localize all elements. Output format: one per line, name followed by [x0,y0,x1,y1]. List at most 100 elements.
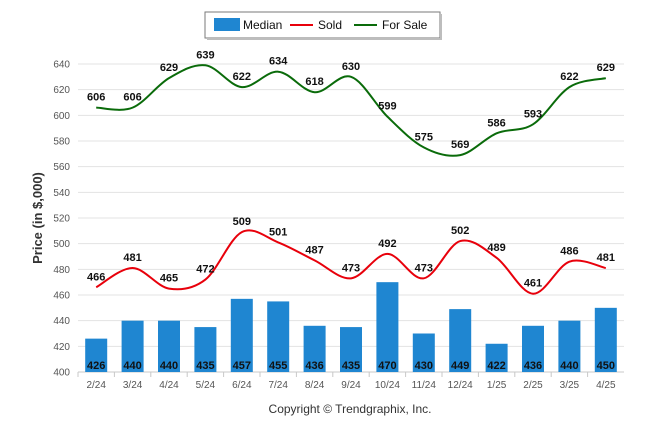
sold-point-label-0: 466 [87,271,105,283]
x-tick-label-6: 8/24 [305,380,325,391]
x-tick-label-7: 9/24 [341,380,361,391]
for-sale-point-label-9: 575 [415,131,433,143]
sold-point-label-11: 489 [487,242,505,254]
for-sale-point-label-6: 618 [305,76,323,88]
y-axis-ticks: 400 420 440 460 480 500 520 540 560 580 600 620 640 [53,60,70,379]
sold-line [95,229,607,295]
for-sale-point-label-2: 629 [160,62,178,74]
median-bar-label-3: 435 [196,360,214,372]
sold-point-label-10: 502 [451,225,469,237]
for-sale-point-label-1: 606 [123,92,141,104]
median-bar-10 [449,309,472,372]
median-bar-label-12: 436 [524,360,542,372]
for-sale-point-label-4: 622 [233,71,251,83]
sold-point-label-8: 492 [378,238,396,250]
median-bar-label-0: 426 [87,360,105,372]
median-bar-label-10: 449 [451,360,469,372]
median-bar-6 [303,325,326,372]
for-sale-point-label-13: 622 [560,71,578,83]
x-tick-label-12: 2/25 [523,380,543,391]
sold-point-label-4: 509 [233,216,251,228]
y-axis-title: Price (in $,000) [30,172,45,264]
copyright-credit: Copyright © Trendgraphix, Inc. [269,402,432,416]
legend: Median Sold For Sale [204,11,442,40]
median-bar-0 [85,338,108,372]
median-bars [85,282,617,372]
sold-point-label-6: 487 [305,244,323,256]
median-bar-label-6: 436 [305,360,323,372]
median-bar-label-2: 440 [160,360,178,372]
x-axis-ticks: 2/24 3/24 4/24 5/24 6/24 7/24 8/24 9/24 10/24 11/… [77,372,616,391]
median-bar-2 [158,320,180,372]
for-sale-point-label-0: 606 [87,92,105,104]
median-bar-1 [121,320,144,372]
legend-shadow-bottom [207,38,442,40]
sold-point-label-3: 472 [196,264,214,276]
x-tick-label-14: 4/25 [596,380,616,391]
for-sale-point-label-5: 634 [269,56,288,68]
y-tick-label-480: 480 [53,265,70,276]
x-tick-label-4: 6/24 [232,380,252,391]
legend-swatch-median [214,18,240,31]
median-bar-5 [267,301,290,372]
sold-point-label-7: 473 [342,262,360,274]
y-tick-label-400: 400 [53,368,70,379]
legend-label-sold: Sold [318,18,342,32]
for-sale-line [96,64,607,157]
median-bar-9 [412,333,435,372]
median-bar-label-9: 430 [415,360,433,372]
y-tick-label-600: 600 [53,111,70,122]
median-bar-label-14: 450 [597,360,615,372]
median-bar-label-13: 440 [560,360,578,372]
sold-point-label-12: 461 [524,278,542,290]
x-tick-label-8: 10/24 [375,380,400,391]
y-tick-label-640: 640 [53,60,70,71]
gridlines [78,63,624,373]
sold-point-label-5: 501 [269,226,287,238]
x-tick-label-0: 2/24 [86,380,106,391]
median-bar-label-7: 435 [342,360,360,372]
x-tick-label-1: 3/24 [123,380,143,391]
sold-point-label-13: 486 [560,246,578,258]
median-bar-label-8: 470 [378,360,396,372]
for-sale-point-label-11: 586 [487,117,505,129]
y-tick-label-520: 520 [53,214,70,225]
data-labels: 426 440 440 435 457 455 436 435 470 430 449 422 436 4… [87,49,615,372]
median-bar-3 [194,327,217,372]
median-bar-label-5: 455 [269,360,287,372]
median-bar-12 [522,325,544,372]
median-bar-label-11: 422 [487,360,505,372]
x-tick-label-11: 1/25 [487,380,507,391]
legend-shadow [440,14,442,40]
sold-point-label-14: 481 [597,252,615,264]
for-sale-point-label-7: 630 [342,61,360,73]
legend-box [204,11,441,39]
median-bar-8 [376,282,399,372]
y-tick-label-560: 560 [53,162,70,173]
for-sale-point-label-8: 599 [378,101,396,113]
y-tick-label-440: 440 [53,316,70,327]
x-tick-label-5: 7/24 [268,380,288,391]
legend-label-median: Median [243,18,282,32]
x-tick-label-13: 3/25 [560,380,580,391]
x-tick-label-10: 12/24 [448,380,473,391]
y-tick-label-500: 500 [53,239,70,250]
median-bar-4 [230,298,253,372]
median-bar-label-1: 440 [123,360,141,372]
for-sale-point-label-12: 593 [524,108,542,120]
legend-label-for-sale: For Sale [382,18,428,32]
x-tick-label-3: 5/24 [196,380,216,391]
sold-point-label-1: 481 [123,252,141,264]
x-tick-label-2: 4/24 [159,380,179,391]
sold-point-label-9: 473 [415,262,433,274]
median-bar-14 [594,307,617,372]
for-sale-point-label-14: 629 [597,62,615,74]
y-tick-label-540: 540 [53,188,70,199]
sold-point-label-2: 465 [160,273,178,285]
y-tick-label-620: 620 [53,85,70,96]
y-tick-label-580: 580 [53,137,70,148]
y-tick-label-460: 460 [53,291,70,302]
median-bar-13 [558,320,581,372]
for-sale-point-label-10: 569 [451,139,469,151]
